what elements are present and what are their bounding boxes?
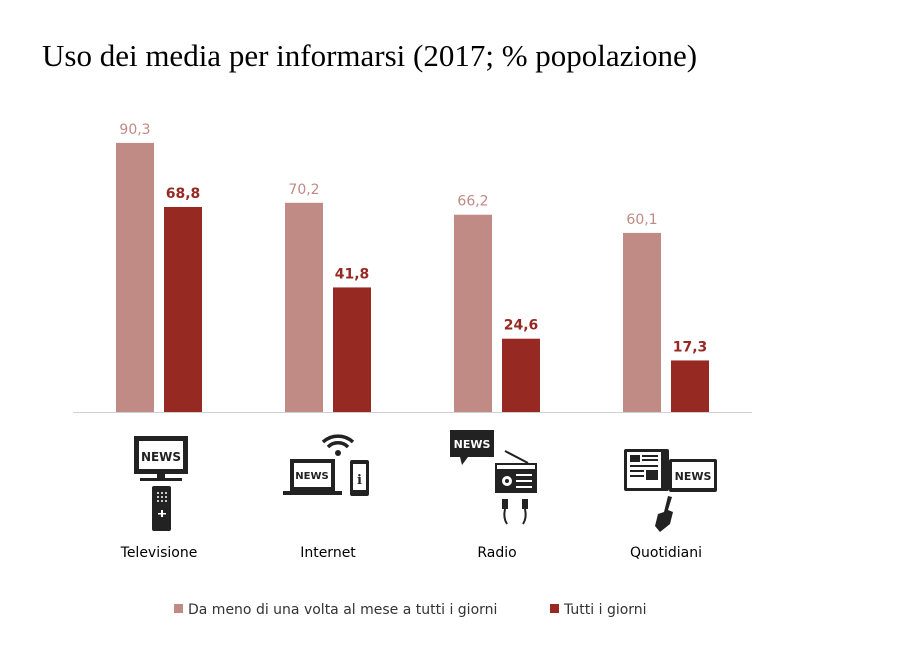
bar-monthly-internet [285, 202, 323, 412]
category-label: Quotidiani [630, 545, 702, 561]
data-label: 41,8 [335, 266, 370, 282]
legend-label-daily: Tutti i giorni [563, 602, 647, 618]
bar-monthly-televisione [116, 142, 154, 412]
legend-swatch-monthly [174, 604, 183, 613]
svg-text:NEWS: NEWS [141, 450, 181, 464]
bar-daily-quotidiani [671, 360, 709, 412]
laptop-phone-wifi-icon: NEWS i [283, 434, 369, 496]
bar-monthly-quotidiani [623, 232, 661, 412]
data-label: 17,3 [673, 339, 708, 355]
data-label: 24,6 [504, 318, 539, 334]
tv-remote-icon: NEWS [134, 436, 188, 531]
data-label: 70,2 [288, 182, 319, 198]
bar-daily-radio [502, 338, 540, 412]
svg-text:NEWS: NEWS [454, 438, 491, 451]
bar-monthly-radio [454, 214, 492, 412]
category-label: Televisione [120, 545, 198, 561]
legend-label-monthly: Da meno di una volta al mese a tutti i g… [188, 602, 497, 618]
category-label: Radio [477, 545, 516, 561]
svg-text:i: i [357, 473, 362, 488]
legend: Da meno di una volta al mese a tutti i g… [174, 602, 647, 618]
data-label: 90,3 [119, 122, 150, 138]
legend-swatch-daily [550, 604, 559, 613]
data-label: 66,2 [457, 194, 488, 210]
category-label: Internet [300, 545, 356, 561]
radio-earphones-icon: NEWS [450, 430, 537, 525]
bar-daily-televisione [164, 206, 202, 412]
data-label: 60,1 [626, 212, 657, 228]
data-label: 68,8 [166, 186, 201, 202]
bar-daily-internet [333, 287, 371, 412]
newspaper-tablet-hand-icon: NEWS [624, 449, 717, 532]
chart-title: Uso dei media per informarsi (2017; % po… [42, 38, 697, 73]
svg-text:NEWS: NEWS [675, 470, 712, 483]
svg-text:NEWS: NEWS [295, 471, 328, 482]
